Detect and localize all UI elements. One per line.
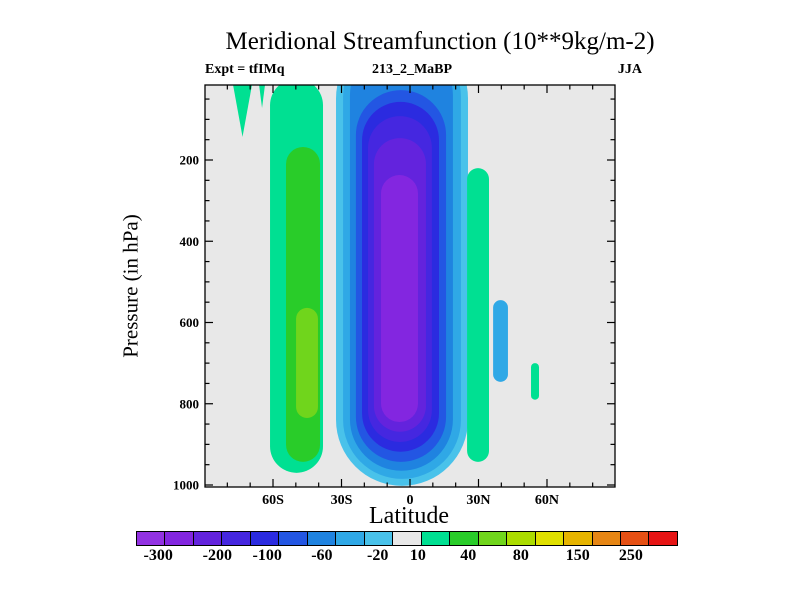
colorbar-segment — [420, 532, 450, 545]
colorbar-tick-label: 250 — [618, 547, 643, 564]
contour-nh-positive-spot — [531, 363, 540, 400]
experiment-label: Expt = tfIMq — [205, 62, 285, 77]
chart-title: Meridional Streamfunction (10**9kg/m-2) — [225, 28, 655, 55]
y-tick-label: 800 — [180, 396, 200, 411]
x-axis-title: Latitude — [369, 503, 449, 529]
y-tick-label: 600 — [180, 315, 200, 330]
colorbar-segment — [306, 532, 336, 545]
colorbar-segment — [619, 532, 649, 545]
x-tick-label: 60N — [535, 493, 559, 508]
colorbar-segment — [449, 532, 478, 545]
colorbar-segment — [363, 532, 393, 545]
contour-sh-positive-cell-core — [296, 307, 318, 418]
contour-nh-positive-sliver — [467, 168, 490, 462]
y-tick-label: 1000 — [173, 478, 199, 493]
colorbar-tick-label: 10 — [409, 547, 426, 564]
colorbar-segment — [278, 532, 307, 545]
colorbar-segment — [392, 532, 421, 545]
contour-nh-negative-sliver — [493, 300, 508, 382]
x-tick-label: 30N — [466, 493, 490, 508]
colorbar-tick-label: -300 — [143, 547, 173, 564]
contour-sh-polar-wedge-small — [259, 85, 265, 108]
colorbar-tick-label: -100 — [252, 547, 282, 564]
colorbar-segment — [137, 532, 165, 545]
colorbar-tick-label: -60 — [311, 547, 333, 564]
season-label: JJA — [617, 62, 642, 77]
x-tick-label: 60S — [262, 493, 284, 508]
colorbar-segment — [534, 532, 564, 545]
y-tick-label: 400 — [180, 234, 200, 249]
colorbar-segment — [477, 532, 507, 545]
contour-fills — [233, 85, 540, 486]
contour-sh-polar-wedge-large — [233, 85, 252, 137]
colorbar-segment — [591, 532, 620, 545]
colorbar-segment — [335, 532, 364, 545]
colorbar-tick-label: 40 — [460, 547, 477, 564]
y-tick-label: 200 — [180, 153, 200, 168]
x-tick-label: 30S — [331, 493, 353, 508]
colorbar-tick-label: -20 — [367, 547, 389, 564]
colorbar-segment — [164, 532, 193, 545]
colorbar — [136, 531, 678, 546]
colorbar-segment — [221, 532, 250, 545]
contour-hadley-core — [381, 175, 418, 423]
colorbar-segment — [249, 532, 279, 545]
colorbar-labels: -300 -200 -100 -60 -20 10 40 80 150 250 — [136, 547, 678, 569]
colorbar-tick-label: -200 — [202, 547, 232, 564]
colorbar-segment — [192, 532, 222, 545]
colorbar-segment — [506, 532, 535, 545]
run-id-label: 213_2_MaBP — [371, 62, 453, 77]
colorbar-tick-label: 80 — [512, 547, 529, 564]
colorbar-tick-label: 150 — [565, 547, 590, 564]
colorbar-segment — [563, 532, 592, 545]
colorbar-segment — [648, 532, 677, 545]
x-tick-label: 0 — [407, 493, 414, 508]
